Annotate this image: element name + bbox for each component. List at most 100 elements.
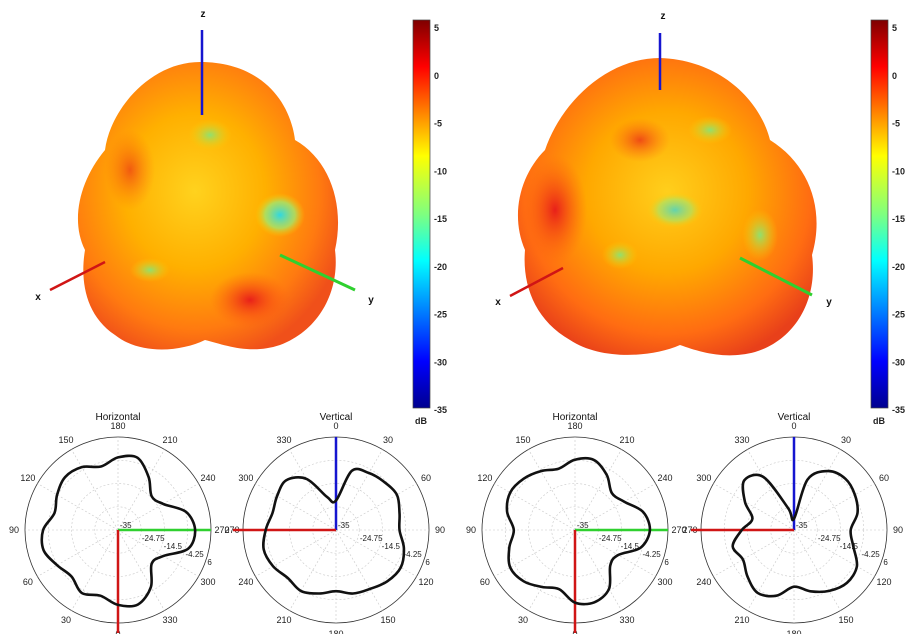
- polar-angle-label: 120: [877, 577, 892, 587]
- polar-angle-label: 330: [276, 435, 291, 445]
- pattern-3d-left: z x y: [35, 9, 374, 350]
- polar-angle-label: 270: [214, 525, 229, 535]
- axis-y-line: [279, 253, 356, 292]
- polar-grid-spoke: [37, 529, 119, 577]
- polar-title: Horizontal: [95, 412, 140, 423]
- polar-angle-label: 150: [380, 615, 395, 625]
- axis-x-label: x: [35, 292, 41, 303]
- colorbar-tick-label: -35: [892, 405, 905, 415]
- colorbar-tick-label: -15: [434, 214, 447, 224]
- polar-angle-label: 180: [567, 421, 582, 431]
- colorbar-gradient: [412, 19, 431, 409]
- axis-z-label: z: [661, 11, 666, 22]
- polar-grid-spoke: [713, 529, 795, 577]
- polar-grid-spoke: [289, 529, 337, 611]
- polar-radial-label: -24.75: [818, 534, 841, 543]
- polar-grid-spoke: [713, 483, 795, 531]
- polar-angle-label: 240: [201, 473, 216, 483]
- polar-radial-label: -35: [120, 521, 132, 530]
- polar-pattern-line: [261, 467, 406, 595]
- polar-angle-label: 330: [162, 615, 177, 625]
- polar-grid-spoke: [574, 529, 622, 611]
- polar-angle-label: 150: [515, 435, 530, 445]
- polar-angle-label: 210: [162, 435, 177, 445]
- colorbar-unit: dB: [415, 416, 427, 426]
- polar-radial-label: -14.5: [382, 542, 401, 551]
- polar-angle-label: 150: [58, 435, 73, 445]
- polar-grid-spoke: [255, 483, 337, 531]
- polar-radial-label: -24.75: [360, 534, 383, 543]
- polar-grid-spoke: [71, 449, 119, 531]
- polar-angle-label: 300: [201, 577, 216, 587]
- polar-radial-label: -4.25: [404, 550, 423, 559]
- polar-angle-label: 120: [20, 473, 35, 483]
- colorbar-tick-label: -20: [434, 262, 447, 272]
- polar-angle-label: 240: [658, 473, 673, 483]
- polar-angle-label: 180: [786, 629, 801, 634]
- polar-angle-label: 120: [419, 577, 434, 587]
- polar-grid-spoke: [494, 483, 576, 531]
- polar-grid-spoke: [289, 449, 337, 531]
- colorbar-right: 5 0 -5 -10 -15 -20 -25 -30 -35 dB: [870, 19, 905, 426]
- colorbar-tick-label: -35: [434, 405, 447, 415]
- colorbar-tick-label: 0: [892, 71, 897, 81]
- polar-angle-label: 30: [61, 615, 71, 625]
- polar-angle-label: 180: [328, 629, 343, 634]
- colorbar-tick-label: -20: [892, 262, 905, 272]
- polar-vertical-right: 0 330 300 270 240 210 180 150 120 90 60 30 -35 -24.75…: [682, 412, 903, 634]
- colorbar-gradient: [870, 19, 889, 409]
- polar-angle-label: 210: [619, 435, 634, 445]
- polar-angle-label: 0: [333, 421, 338, 431]
- polar-grid-spoke: [793, 529, 875, 577]
- polar-horizontal-left: 1801501209060300330300270240210-35-24.75…: [9, 412, 230, 634]
- polar-radial-label: -24.75: [599, 534, 622, 543]
- axis-x-line: [509, 266, 564, 298]
- polar-angle-label: 60: [879, 473, 889, 483]
- polar-title: Horizontal: [552, 412, 597, 423]
- polar-angle-label: 300: [238, 473, 253, 483]
- polar-angle-label: 90: [9, 525, 19, 535]
- polar-grid-spoke: [117, 529, 199, 577]
- polar-pattern-line: [505, 456, 652, 606]
- colorbar-unit: dB: [873, 416, 885, 426]
- colorbar-tick-label: -15: [892, 214, 905, 224]
- polar-angle-label: 300: [696, 473, 711, 483]
- polar-radial-label: -4.25: [643, 550, 662, 559]
- polar-grid-spoke: [37, 483, 119, 531]
- polar-angle-label: 120: [477, 473, 492, 483]
- colorbar-tick-label: 0: [434, 71, 439, 81]
- polar-angle-label: 90: [466, 525, 476, 535]
- polar-grid-spoke: [574, 529, 656, 577]
- pattern-3d-right: z x y: [495, 11, 832, 356]
- colorbar-tick-label: -10: [434, 166, 447, 176]
- polar-grid-spoke: [335, 529, 417, 577]
- colorbar-tick-label: -10: [892, 166, 905, 176]
- polar-angle-label: 30: [383, 435, 393, 445]
- polar-angle-label: 270: [224, 525, 239, 535]
- polar-horizontal-right: 1801501209060300330300270240210-35-24.75…: [466, 412, 687, 634]
- polar-grid-spoke: [335, 529, 383, 611]
- polar-pattern-line: [40, 454, 197, 608]
- polar-grid-spoke: [793, 449, 841, 531]
- polar-grid-spoke: [494, 529, 576, 577]
- polar-radial-label: -14.5: [840, 542, 859, 551]
- polar-radial-label: -14.5: [164, 542, 183, 551]
- polar-angle-label: 30: [518, 615, 528, 625]
- polar-angle-label: 300: [658, 577, 673, 587]
- polar-grid-spoke: [747, 449, 795, 531]
- colorbar-tick-label: -5: [434, 119, 442, 129]
- polar-grid-spoke: [574, 449, 622, 531]
- colorbar-tick-label: -30: [434, 357, 447, 367]
- polar-angle-label: 150: [838, 615, 853, 625]
- polar-angle-label: 60: [480, 577, 490, 587]
- polar-angle-label: 330: [734, 435, 749, 445]
- polar-grid-spoke: [747, 529, 795, 611]
- polar-angle-label: 210: [276, 615, 291, 625]
- polar-radial-label: -14.5: [621, 542, 640, 551]
- polar-radial-label: -35: [338, 521, 350, 530]
- colorbar-left: 5 0 -5 -10 -15 -20 -25 -30 -35 dB: [412, 19, 447, 426]
- polar-radial-label: 6: [207, 558, 212, 567]
- polar-angle-label: 60: [421, 473, 431, 483]
- polar-grid-spoke: [793, 529, 841, 611]
- colorbar-tick-label: -5: [892, 119, 900, 129]
